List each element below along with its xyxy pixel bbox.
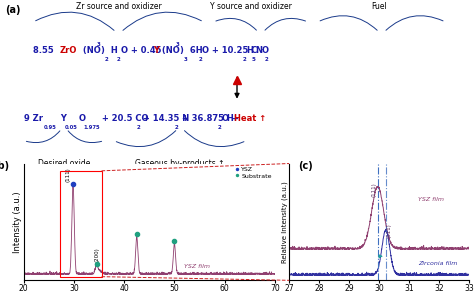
- Text: 8.55: 8.55: [33, 46, 57, 55]
- Text: 3: 3: [183, 57, 187, 62]
- Text: (NO: (NO: [80, 46, 100, 55]
- Text: 2: 2: [104, 57, 108, 62]
- Text: ZrO: ZrO: [60, 46, 77, 55]
- Text: YSZ film: YSZ film: [184, 264, 210, 269]
- Text: Gaseous by-products ↑: Gaseous by-products ↑: [136, 159, 225, 168]
- Text: Y source and oxidizer: Y source and oxidizer: [210, 2, 292, 11]
- Text: 3: 3: [176, 41, 180, 46]
- Text: 6H: 6H: [187, 46, 203, 55]
- Text: Y: Y: [58, 114, 67, 123]
- Text: Zirconia film: Zirconia film: [418, 261, 457, 266]
- Text: Heat ↑: Heat ↑: [234, 114, 266, 123]
- Text: 9 Zr: 9 Zr: [24, 114, 43, 123]
- Text: (111): (111): [386, 223, 392, 238]
- Text: Fuel: Fuel: [371, 2, 387, 11]
- Text: 2: 2: [117, 57, 121, 62]
- Text: H: H: [246, 46, 254, 55]
- Text: Zr source and oxidizer: Zr source and oxidizer: [76, 2, 161, 11]
- Legend: YSZ, Substrate: YSZ, Substrate: [235, 167, 272, 179]
- Bar: [60, 171, 101, 277]
- Text: (111): (111): [372, 182, 377, 197]
- Text: 5: 5: [252, 57, 255, 62]
- Text: (b): (b): [0, 161, 9, 171]
- Text: 3: 3: [97, 41, 100, 46]
- Text: ): ): [100, 46, 104, 55]
- Text: O +: O +: [222, 114, 242, 123]
- Text: 2: 2: [218, 124, 222, 130]
- Text: + 36.875 H: + 36.875 H: [179, 114, 234, 123]
- Text: O + 10.25 C: O + 10.25 C: [202, 46, 258, 55]
- Text: (NO: (NO: [159, 46, 180, 55]
- Text: H: H: [108, 46, 118, 55]
- Text: 2: 2: [175, 124, 179, 130]
- Text: 2: 2: [137, 124, 140, 130]
- Text: Desired oxide: Desired oxide: [38, 159, 90, 168]
- Text: (c): (c): [298, 161, 313, 171]
- Text: 0.05: 0.05: [65, 124, 78, 130]
- Text: Y: Y: [153, 46, 159, 55]
- Text: 0.95: 0.95: [44, 124, 57, 130]
- Text: O: O: [79, 114, 86, 123]
- Text: O + 0.45: O + 0.45: [121, 46, 164, 55]
- Text: + 20.5 CO: + 20.5 CO: [99, 114, 148, 123]
- Text: (111): (111): [66, 167, 71, 182]
- Text: (a): (a): [5, 5, 20, 15]
- Text: 2: 2: [199, 57, 202, 62]
- Text: (200): (200): [95, 247, 100, 262]
- Text: ): ): [180, 46, 183, 55]
- Text: YSZ film: YSZ film: [418, 197, 444, 202]
- Y-axis label: Intensity (a.u.): Intensity (a.u.): [13, 191, 22, 253]
- Text: 1.975: 1.975: [83, 124, 100, 130]
- Text: 2: 2: [243, 57, 246, 62]
- Y-axis label: Relative Intensity (a.u.): Relative Intensity (a.u.): [281, 181, 288, 263]
- Text: + 14.35 N: + 14.35 N: [140, 114, 190, 123]
- Text: NO: NO: [255, 46, 270, 55]
- Text: 2: 2: [264, 57, 268, 62]
